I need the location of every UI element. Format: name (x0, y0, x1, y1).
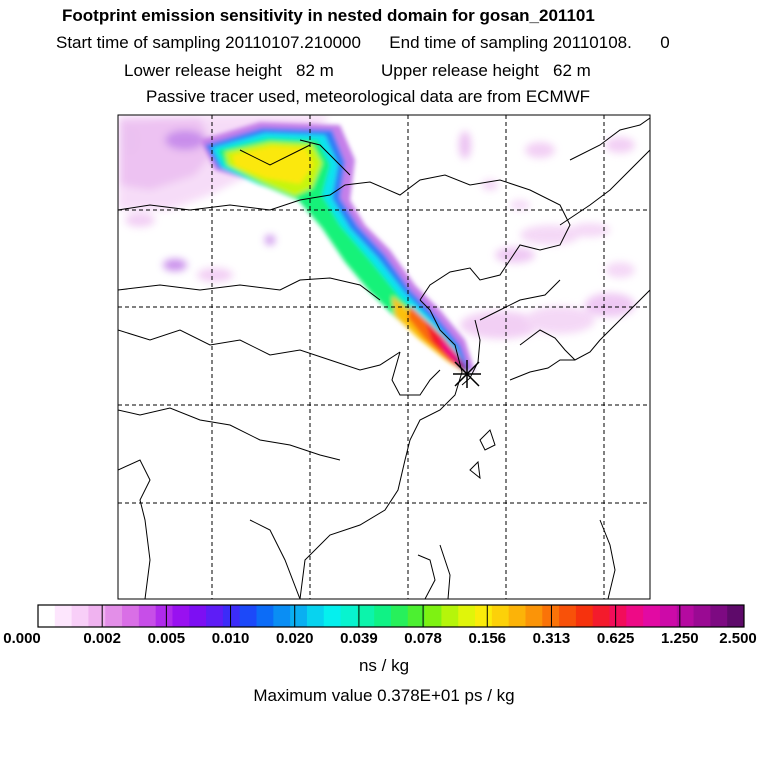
colorbar-tick-label: 0.078 (404, 630, 442, 647)
colorbar-cell (609, 605, 627, 627)
colorbar-cell (155, 605, 173, 627)
emission-plume (200, 122, 475, 373)
colorbar-cell (441, 605, 459, 627)
sampling-times: Start time of sampling 20110107.210000 E… (56, 33, 670, 52)
colorbar-cell (206, 605, 224, 627)
colorbar-cell (239, 605, 258, 627)
colorbar-cell (189, 605, 207, 627)
colorbar-tick-label: 0.005 (147, 630, 186, 647)
colorbar-tick-label: 0.000 (3, 630, 41, 647)
colorbar-cell (71, 605, 89, 627)
colorbar-cell (290, 605, 308, 627)
tracer-info: Passive tracer used, meteorological data… (146, 87, 591, 106)
release-heights: Lower release height 82 m Upper release … (124, 61, 591, 80)
colorbar-cell (727, 605, 745, 627)
colorbar-tick-label: 0.002 (83, 630, 121, 647)
colorbar-tick-label: 0.625 (596, 630, 635, 647)
colorbar-cell (306, 605, 325, 627)
maximum-value: Maximum value 0.378E+01 ps / kg (253, 686, 515, 705)
colorbar-cell (340, 605, 358, 627)
colorbar-cell (542, 605, 560, 627)
colorbar-tick-label: 0.039 (340, 630, 378, 647)
colorbar-tick-label: 0.010 (211, 630, 250, 647)
colorbar-cell (491, 605, 510, 627)
colorbar-cell (172, 605, 190, 627)
map-frame (117, 114, 651, 600)
colorbar-cell (273, 605, 291, 627)
colorbar-tick-label: 0.156 (468, 630, 507, 647)
colorbar-cell (710, 605, 728, 627)
colorbar-tick-label: 1.250 (661, 630, 699, 647)
colorbar-cell (256, 605, 274, 627)
lat-lon-grid (118, 115, 650, 599)
colorbar-cell (54, 605, 73, 627)
colorbar-tick-label: 0.313 (532, 630, 571, 647)
colorbar-cell (122, 605, 140, 627)
coastlines-borders (118, 117, 650, 599)
colorbar-cell (643, 605, 661, 627)
colorbar-cell (105, 605, 123, 627)
plot-title: Footprint emission sensitivity in nested… (62, 6, 595, 25)
colorbar-cell (559, 605, 577, 627)
colorbar-cell (374, 605, 392, 627)
asterisk-receptor-icon (453, 360, 481, 388)
colorbar-cell (458, 605, 476, 627)
colorbar-cell (626, 605, 644, 627)
colorbar-tick-label: 0.020 (275, 630, 314, 647)
colorbar-cell (424, 605, 442, 627)
colorbar-cell (525, 605, 543, 627)
colorbar-cell (508, 605, 526, 627)
colorbar-cell (323, 605, 342, 627)
colorbar-cell (88, 605, 106, 627)
colorbar-cell (575, 605, 594, 627)
colorbar-cell (407, 605, 426, 627)
colorbar-cell (222, 605, 241, 627)
colorbar-units: ns / kg (358, 656, 410, 675)
colorbar-cell (693, 605, 711, 627)
colorbar-cell (391, 605, 409, 627)
colorbar-cell (676, 605, 695, 627)
colorbar-cell (357, 605, 375, 627)
colorbar-cell (138, 605, 157, 627)
colorbar-tick-label: 2.500 (719, 630, 757, 647)
colorbar-cell (38, 605, 56, 627)
colorbar-cell (592, 605, 611, 627)
colorbar-cell (659, 605, 678, 627)
colorbar-cell (475, 605, 493, 627)
